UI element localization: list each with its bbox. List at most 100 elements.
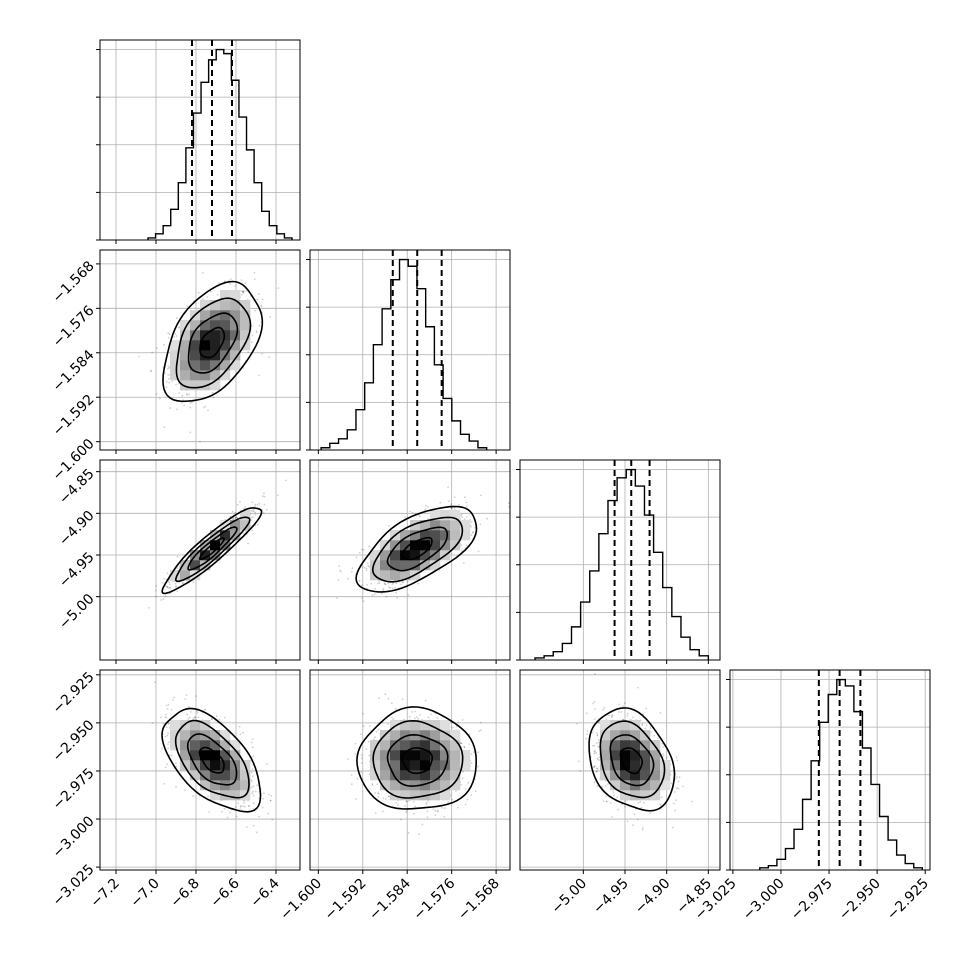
- density-cell: [610, 750, 621, 761]
- sample-point: [436, 810, 439, 813]
- density-cell: [390, 560, 401, 571]
- sample-point: [240, 293, 243, 296]
- density-cell: [620, 780, 631, 791]
- sample-point: [234, 516, 237, 519]
- density-cell: [370, 750, 381, 761]
- y-tick-label: −3.000: [50, 813, 98, 861]
- sample-point: [262, 495, 264, 497]
- sample-point: [609, 802, 612, 804]
- density-cell: [210, 750, 221, 761]
- contours: [162, 280, 264, 403]
- density-cell: [400, 560, 411, 571]
- density-cell: [600, 740, 611, 751]
- density-cell: [190, 720, 201, 731]
- sample-point: [277, 494, 279, 497]
- density-cell: [210, 730, 221, 741]
- sample-point: [486, 517, 489, 520]
- sample-point: [593, 765, 596, 768]
- density-cell: [460, 530, 471, 541]
- sample-point: [156, 347, 158, 350]
- density-cell: [210, 380, 221, 391]
- sample-point: [596, 734, 599, 737]
- sample-point: [425, 803, 428, 806]
- density-cell: [180, 750, 191, 761]
- sample-point: [391, 583, 394, 586]
- density-cell: [240, 520, 251, 531]
- sample-point: [479, 729, 482, 731]
- density-cell: [230, 740, 241, 751]
- sample-point: [675, 756, 678, 759]
- sample-point: [390, 702, 393, 705]
- density-cell: [390, 730, 401, 741]
- density-cell: [390, 770, 401, 781]
- density-cell: [180, 560, 191, 571]
- sample-point: [627, 712, 629, 715]
- sample-point: [244, 506, 247, 508]
- contours: [356, 706, 478, 810]
- sample-point: [404, 516, 406, 518]
- sample-point: [211, 718, 213, 721]
- density-cell: [380, 560, 391, 571]
- sample-point: [206, 296, 209, 298]
- sample-point: [384, 798, 387, 800]
- density-cell: [400, 570, 411, 581]
- sample-point: [350, 774, 353, 776]
- density-cell: [420, 770, 431, 781]
- sample-point: [182, 582, 184, 585]
- density-cell: [240, 310, 251, 321]
- sample-point: [231, 510, 234, 513]
- sample-point: [450, 507, 453, 510]
- sample-point: [478, 730, 481, 733]
- density-cell: [400, 730, 411, 741]
- sample-point: [165, 386, 168, 389]
- sample-point: [392, 718, 394, 720]
- x-tick-label: −2.925: [884, 876, 932, 924]
- sample-point: [181, 582, 184, 584]
- sample-point: [407, 831, 410, 834]
- sample-point: [258, 502, 261, 505]
- density-cell: [210, 780, 221, 791]
- panel-2-1: [309, 459, 511, 664]
- sample-point: [463, 518, 466, 521]
- sample-point: [389, 587, 391, 589]
- sample-point: [448, 500, 450, 503]
- density-cell: [200, 300, 211, 311]
- sample-point: [411, 512, 414, 514]
- density-cell: [630, 750, 641, 761]
- sample-point: [406, 580, 409, 583]
- sample-point: [366, 562, 369, 565]
- sample-point: [167, 586, 170, 589]
- sample-point: [223, 280, 226, 283]
- sample-point: [370, 582, 373, 585]
- sample-point: [251, 738, 254, 741]
- sample-point: [175, 762, 177, 765]
- sample-point: [172, 699, 174, 701]
- sample-point: [242, 532, 245, 535]
- sample-point: [378, 697, 380, 699]
- sample-point: [168, 754, 171, 757]
- sample-point: [462, 562, 465, 564]
- sample-point: [363, 548, 365, 551]
- density-cell: [390, 550, 401, 561]
- density-layer: [138, 271, 280, 443]
- sample-point: [167, 732, 169, 735]
- sample-point: [400, 818, 402, 821]
- sample-point: [470, 534, 473, 536]
- sample-point: [163, 426, 166, 429]
- sample-point: [167, 374, 170, 376]
- sample-point: [218, 718, 221, 721]
- density-cell: [220, 520, 231, 531]
- sample-point: [404, 805, 407, 807]
- y-tick-label: −1.568: [50, 258, 98, 306]
- sample-point: [662, 754, 665, 757]
- sample-point: [371, 594, 374, 597]
- sample-point: [194, 695, 197, 698]
- sample-point: [242, 292, 245, 294]
- y-tick-label: −4.90: [56, 508, 98, 550]
- sample-point: [266, 508, 268, 511]
- sample-point: [242, 291, 244, 294]
- sample-point: [387, 697, 390, 700]
- density-cell: [430, 550, 441, 561]
- sample-point: [377, 792, 380, 795]
